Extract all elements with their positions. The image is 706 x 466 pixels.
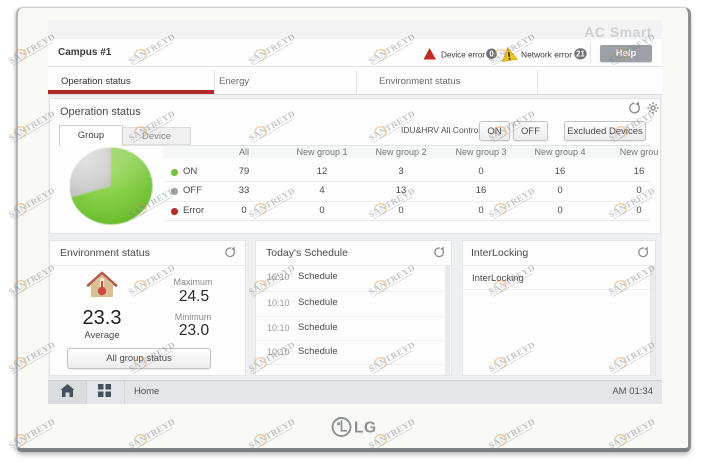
svg-text:21: 21 [576, 50, 585, 59]
svg-text:Network error: Network error [521, 50, 572, 60]
svg-text:Device error: Device error [441, 50, 485, 60]
svg-text:0: 0 [489, 50, 494, 59]
svg-text:LG: LG [354, 420, 377, 437]
